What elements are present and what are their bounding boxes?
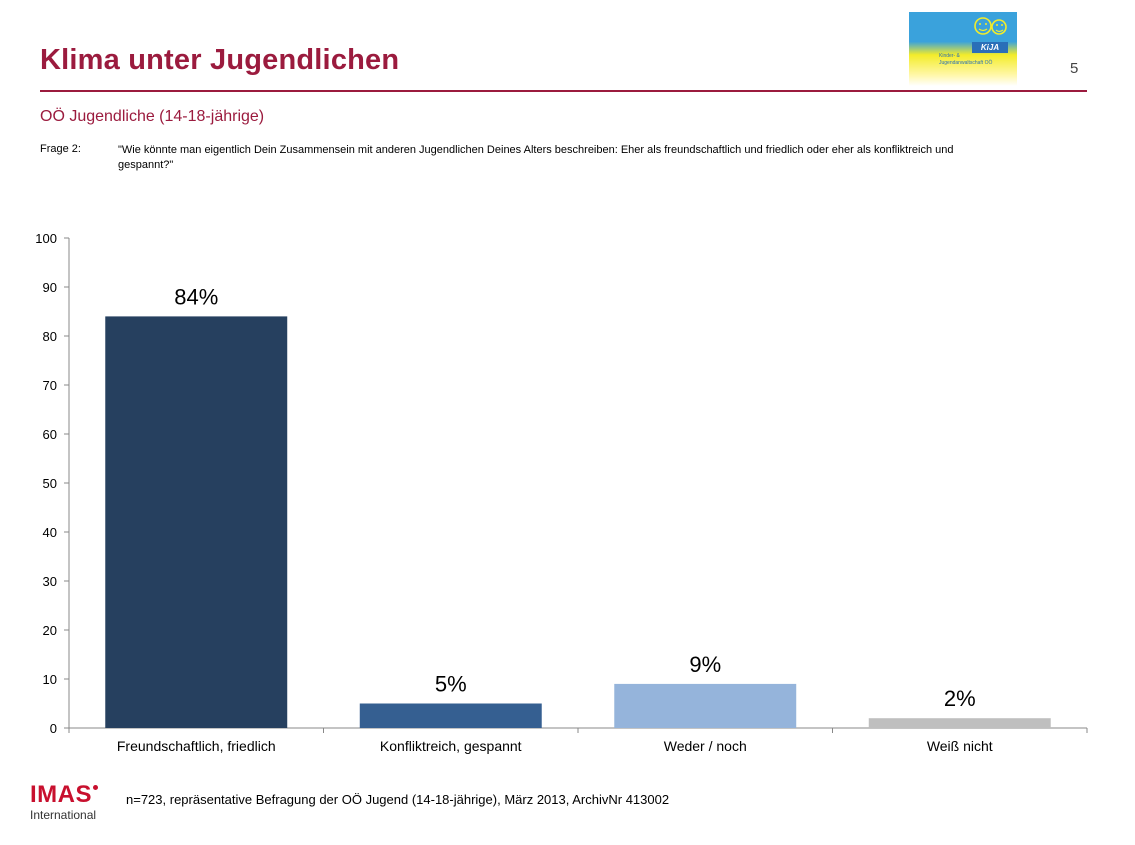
y-tick-label: 60 [43,427,57,442]
category-labels: Freundschaftlich, friedlich Konfliktreich… [117,738,993,754]
y-tick-label: 0 [50,721,57,736]
kija-logo-line1: Kinder- & [939,53,960,59]
category-label: Freundschaftlich, friedlich [117,738,276,754]
y-tick-label: 100 [35,231,57,246]
imas-logo: IMAS International [30,783,110,822]
bar [614,683,797,728]
question-text: "Wie könnte man eigentlich Dein Zusammen… [118,144,954,171]
kija-logo-tag: KiJA [972,42,1008,53]
bar [359,703,542,728]
bar-data-label: 2% [944,686,976,711]
y-tick-label: 40 [43,525,57,540]
y-axis: 0 10 20 30 40 50 60 70 80 90 100 [35,231,70,736]
imas-logo-dot [93,785,98,790]
bar-data-label: 84% [174,284,218,309]
bars [105,316,1051,728]
title-divider [40,90,1087,92]
x-axis [68,727,1088,733]
y-tick-label: 80 [43,329,57,344]
kija-logo: KiJA Kinder- & Jugendanwaltschaft OÖ [909,12,1017,86]
imas-logo-sub: International [30,808,97,822]
category-label: Weder / noch [664,738,747,754]
y-tick-label: 50 [43,476,57,491]
page-number: 5 [1070,60,1079,77]
category-label: Konfliktreich, gespannt [380,738,522,754]
bar-data-label: 5% [435,672,467,697]
y-tick-label: 30 [43,574,57,589]
footnote: n=723, repräsentative Befragung der OÖ J… [126,792,670,807]
bar [105,316,288,728]
y-tick-label: 90 [43,280,57,295]
bar-data-label: 9% [689,652,721,677]
kija-logo-faces-icon [974,17,1007,35]
category-label: Weiß nicht [927,738,993,754]
y-tick-label: 20 [43,623,57,638]
y-tick-label: 10 [43,672,57,687]
subtitle: OÖ Jugendliche (14-18-jährige) [40,108,265,125]
imas-logo-brand: IMAS [30,781,92,808]
question-label: Frage 2: [40,143,81,155]
bar [868,718,1051,728]
y-tick-label: 70 [43,378,57,393]
kija-logo-line2: Jugendanwaltschaft OÖ [939,60,993,66]
page-title: Klima unter Jugendlichen [40,44,400,76]
bar-data-labels: 84% 5% 9% 2% [174,284,975,711]
imas-logo-word: IMAS [30,783,110,807]
